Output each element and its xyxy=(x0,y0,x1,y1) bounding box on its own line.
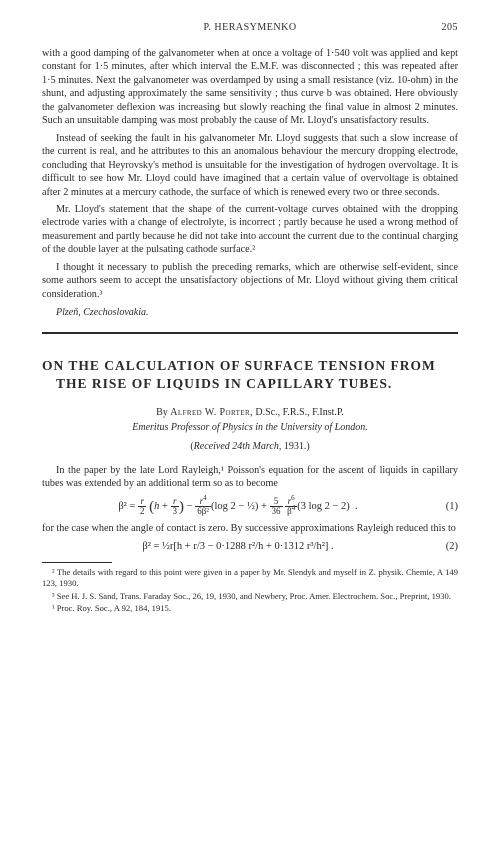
paragraph: for the case when the angle of contact i… xyxy=(42,522,458,535)
equation-number: (2) xyxy=(434,541,458,552)
byline-affiliation: Emeritus Professor of Physics in the Uni… xyxy=(42,422,458,433)
footnote-rule xyxy=(42,562,112,563)
equation-body: β² = ½r[h + r/3 − 0·1288 r²/h + 0·1312 r… xyxy=(42,541,434,552)
running-head: P. HERASYMENKO 205 xyxy=(42,22,458,33)
paragraph: with a good damping of the galvanometer … xyxy=(42,47,458,128)
section-rule xyxy=(42,332,458,337)
paragraph: In the paper by the late Lord Rayleigh,¹… xyxy=(42,464,458,491)
page-number: 205 xyxy=(428,22,458,33)
page: P. HERASYMENKO 205 with a good damping o… xyxy=(0,0,500,646)
equation-number: (1) xyxy=(434,501,458,512)
footnote: ³ See H. J. S. Sand, Trans. Faraday Soc.… xyxy=(42,591,458,602)
byline: By Alfred W. Porter, D.Sc., F.R.S., F.In… xyxy=(42,407,458,418)
byline-prefix: By xyxy=(156,407,170,418)
footnote: ² The details with regard to this point … xyxy=(42,567,458,588)
affiliation: Plzeň, Czechoslovakia. xyxy=(56,307,458,318)
equation-1: β² = r2 (h + r3) − r46β²(log 2 − ½) + 53… xyxy=(42,497,458,516)
received-date: (Received 24th March, 1931.) xyxy=(42,441,458,452)
received-text: Received 24th March, xyxy=(194,441,282,452)
running-author: P. HERASYMENKO xyxy=(72,22,428,33)
byline-name: Alfred W. Porter, xyxy=(170,407,253,418)
equation-2: β² = ½r[h + r/3 − 0·1288 r²/h + 0·1312 r… xyxy=(42,541,458,552)
paragraph: Mr. Lloyd's statement that the shape of … xyxy=(42,203,458,257)
byline-suffix: D.Sc., F.R.S., F.Inst.P. xyxy=(253,407,344,418)
article-title: ON THE CALCULATION OF SURFACE TENSION FR… xyxy=(42,357,458,393)
footnote: ¹ Proc. Roy. Soc., A 92, 184, 1915. xyxy=(42,603,458,614)
paragraph: I thought it necessary to publish the pr… xyxy=(42,261,458,301)
paragraph: Instead of seeking the fault in his galv… xyxy=(42,132,458,199)
